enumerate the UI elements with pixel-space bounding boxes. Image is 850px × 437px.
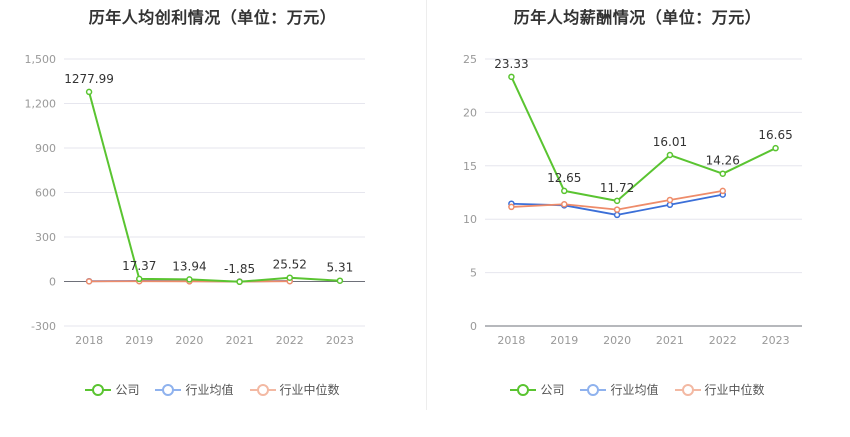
x-tick-label: 2023 xyxy=(326,334,354,347)
data-point xyxy=(666,196,674,204)
legend-label: 行业均值 xyxy=(185,383,234,397)
legend-swatch-icon xyxy=(85,383,112,397)
legend-swatch-icon xyxy=(674,383,701,397)
x-tick-label: 2022 xyxy=(276,334,304,347)
profit-line-chart: -300 0 300 600 900 1,200 1,500 2018 2019 2020 2021… xyxy=(25,53,365,347)
chart-title: 历年人均薪酬情况（单位：万元） xyxy=(513,8,762,27)
profit-chart-panel: 历年人均创利情况（单位：万元） -300 0 300 600 900 1,200 1,500… xyxy=(0,8,425,398)
data-label: -1.85 xyxy=(224,262,255,276)
data-label: 17.37 xyxy=(122,259,156,273)
legend-item-company[interactable]: 公司 xyxy=(85,381,139,398)
x-tick-label: 2018 xyxy=(497,334,525,347)
data-point xyxy=(561,200,568,208)
y-tick-label: 15 xyxy=(463,160,477,173)
data-point xyxy=(85,278,93,285)
data-point xyxy=(719,170,726,177)
data-label: 1277.99 xyxy=(64,72,114,86)
legend-swatch-icon xyxy=(155,383,182,397)
chart-title: 历年人均创利情况（单位：万元） xyxy=(88,8,337,27)
legend-swatch-icon xyxy=(510,383,537,397)
y-tick-label: 0 xyxy=(49,276,56,289)
series-line xyxy=(88,91,340,283)
salary-line-chart: 0 5 10 15 20 25 2018 2019 2020 2021 2022 2023 23.33 1… xyxy=(463,53,802,347)
data-point xyxy=(286,274,293,281)
y-tick-label: 25 xyxy=(463,53,477,66)
x-tick-label: 2019 xyxy=(125,334,153,347)
y-tick-label: 20 xyxy=(463,106,477,119)
data-label: 14.26 xyxy=(706,154,740,168)
data-label: 13.94 xyxy=(172,259,206,273)
legend-item-industry-avg[interactable]: 行业均值 xyxy=(155,381,234,398)
legend-swatch-icon xyxy=(249,383,276,397)
data-point xyxy=(336,277,344,284)
panel-divider xyxy=(426,0,427,410)
legend-label: 行业中位数 xyxy=(279,383,340,397)
data-point xyxy=(85,88,93,96)
y-tick-label: 900 xyxy=(35,142,56,155)
salary-chart-panel: 历年人均薪酬情况（单位：万元） 0 5 10 15 20 25 2018 2019 2020 20… xyxy=(425,0,850,437)
x-tick-label: 2021 xyxy=(226,334,254,347)
data-label: 16.65 xyxy=(758,128,792,142)
chart-legend: 公司 行业均值 行业中位数 xyxy=(425,381,850,398)
y-tick-label: 5 xyxy=(470,267,477,280)
y-tick-label: -300 xyxy=(31,320,56,333)
legend-label: 公司 xyxy=(540,383,565,397)
legend-item-company[interactable]: 公司 xyxy=(510,381,564,398)
y-tick-label: 1,200 xyxy=(25,98,57,111)
data-label: 25.52 xyxy=(273,258,307,272)
legend-label: 公司 xyxy=(115,383,140,397)
legend-label: 行业中位数 xyxy=(704,383,765,397)
data-label: 11.72 xyxy=(600,181,634,195)
x-tick-label: 2020 xyxy=(603,334,631,347)
data-point xyxy=(613,197,621,205)
x-tick-label: 2019 xyxy=(550,334,578,347)
data-point xyxy=(136,275,143,283)
y-tick-label: 300 xyxy=(35,231,56,244)
data-point xyxy=(508,203,515,211)
legend-item-industry-median[interactable]: 行业中位数 xyxy=(249,381,340,398)
data-label: 23.33 xyxy=(494,57,528,71)
data-point xyxy=(508,73,515,81)
y-tick-label: 10 xyxy=(463,213,477,226)
legend-item-industry-avg[interactable]: 行业均值 xyxy=(580,381,659,398)
chart-legend: 公司 行业均值 行业中位数 xyxy=(0,381,425,398)
data-label: 5.31 xyxy=(327,261,354,275)
x-tick-label: 2020 xyxy=(175,334,203,347)
legend-swatch-icon xyxy=(580,383,607,397)
y-tick-label: 1,500 xyxy=(25,53,57,66)
x-tick-label: 2021 xyxy=(656,334,684,347)
data-point xyxy=(719,187,726,195)
data-point xyxy=(772,144,779,152)
y-tick-label: 600 xyxy=(35,187,56,200)
data-point xyxy=(613,206,621,213)
data-point xyxy=(186,276,193,283)
x-tick-label: 2023 xyxy=(762,334,790,347)
data-point xyxy=(561,187,568,195)
data-label: 12.65 xyxy=(547,171,581,185)
x-tick-label: 2022 xyxy=(709,334,737,347)
x-tick-label: 2018 xyxy=(75,334,103,347)
series-line xyxy=(510,76,777,202)
data-point xyxy=(613,211,621,219)
legend-item-industry-median[interactable]: 行业中位数 xyxy=(674,381,765,398)
y-tick-label: 0 xyxy=(470,320,477,333)
legend-label: 行业均值 xyxy=(610,383,659,397)
data-point xyxy=(666,151,674,159)
data-point xyxy=(236,278,243,286)
data-label: 16.01 xyxy=(653,135,687,149)
